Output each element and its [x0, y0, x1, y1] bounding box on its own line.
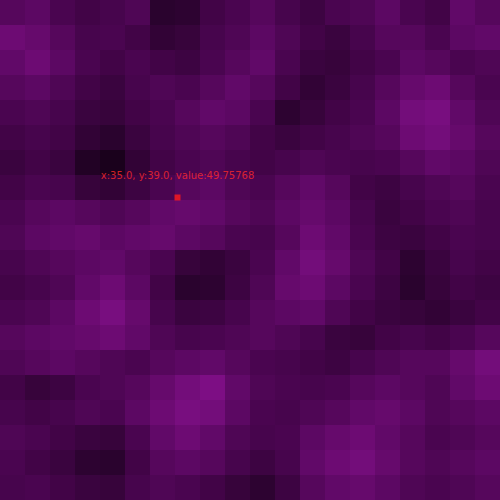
svg-text:x:35.0, y:39.0, value:49.75768: x:35.0, y:39.0, value:49.75768	[101, 170, 255, 181]
